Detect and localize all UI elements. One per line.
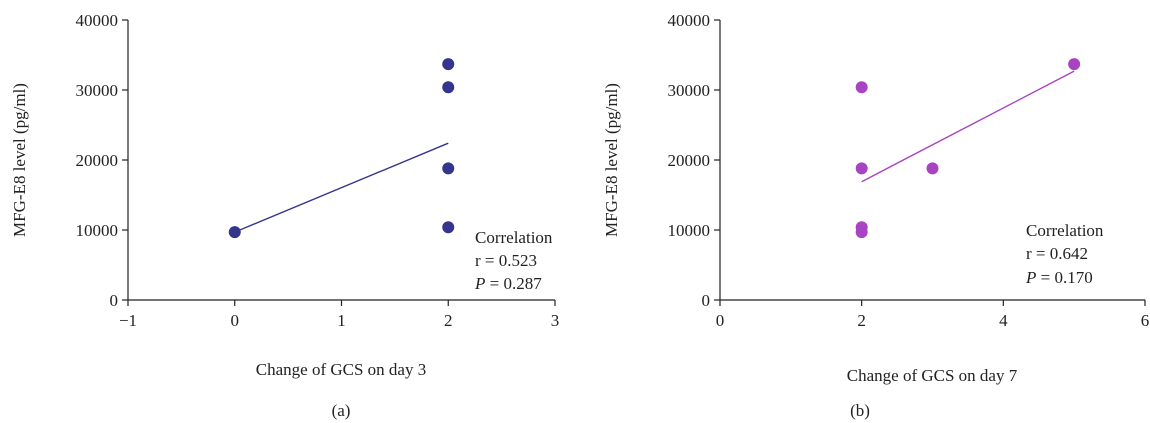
x-ticks: 0 2 4 6 [716,300,1150,330]
panel-label: (b) [850,401,870,420]
data-marks [228,58,455,239]
data-point [1068,58,1081,71]
data-point [442,221,455,234]
y-tick-label: 20000 [668,151,711,170]
data-point [926,162,939,175]
annotation-title: Correlation [1026,221,1104,240]
y-tick-label: 10000 [668,221,711,240]
x-tick-label: 2 [444,311,453,330]
x-tick-label: 2 [857,311,866,330]
annotation-p: P = 0.170 [1025,268,1093,287]
data-point [228,226,241,239]
data-point [855,162,868,175]
y-tick-label: 30000 [668,81,711,100]
x-tick-label: −1 [119,311,137,330]
annotation-p-symbol: P [474,274,485,293]
y-tick-label: 10000 [76,221,119,240]
y-tick-label: 30000 [76,81,119,100]
data-point [442,58,455,71]
x-tick-label: 3 [551,311,560,330]
data-point [442,81,455,94]
x-tick-label: 6 [1141,311,1150,330]
panel-label: (a) [332,401,351,420]
x-ticks: −1 0 1 2 3 [119,300,559,330]
y-tick-label: 40000 [668,11,711,30]
annotation-r: r = 0.642 [1026,244,1088,263]
y-tick-label: 20000 [76,151,119,170]
y-tick-label: 0 [110,291,119,310]
trend-line [861,70,1075,183]
y-axis-label: MFG-E8 level (pg/ml) [10,83,29,237]
correlation-annotation: Correlation r = 0.523 P = 0.287 [474,228,553,293]
y-axis-label: MFG-E8 level (pg/ml) [602,83,621,237]
y-tick-label: 40000 [76,11,119,30]
x-tick-label: 1 [337,311,346,330]
trend-line [234,142,449,233]
chart-panel-b: 0 10000 20000 30000 40000 0 2 4 6 MFG-E8 level … [602,11,1149,420]
data-point [855,81,868,94]
annotation-r: r = 0.523 [475,251,537,270]
y-ticks: 0 10000 20000 30000 40000 [76,11,128,310]
annotation-p-symbol: P [1025,268,1036,287]
x-tick-label: 0 [231,311,240,330]
x-tick-label: 0 [716,311,725,330]
x-tick-label: 4 [999,311,1008,330]
data-marks [855,58,1081,239]
y-tick-label: 0 [702,291,711,310]
correlation-annotation: Correlation r = 0.642 P = 0.170 [1025,221,1104,287]
y-ticks: 0 10000 20000 30000 40000 [668,11,720,310]
annotation-p-value: = 0.287 [485,274,542,293]
annotation-p-value: = 0.170 [1036,268,1092,287]
x-axis-label: Change of GCS on day 7 [847,366,1018,385]
x-axis-label: Change of GCS on day 3 [256,360,426,379]
annotation-p: P = 0.287 [474,274,542,293]
data-point [442,162,455,175]
data-point [855,226,868,239]
annotation-title: Correlation [475,228,553,247]
